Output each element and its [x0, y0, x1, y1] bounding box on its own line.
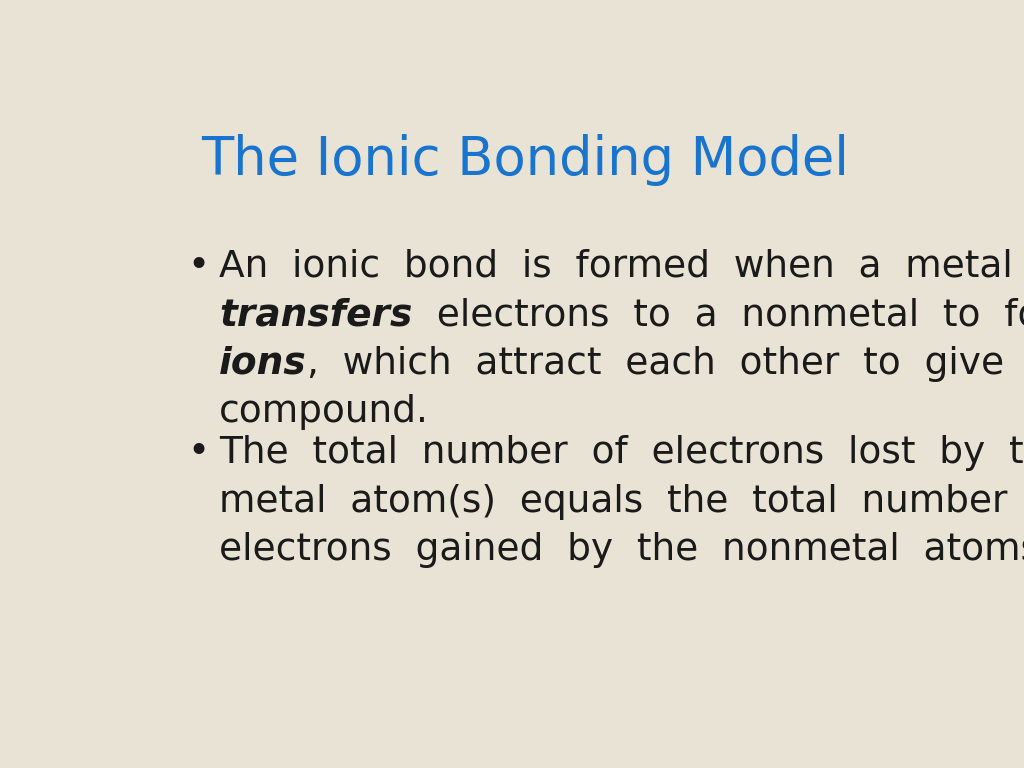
Text: ions: ions — [219, 346, 307, 382]
Text: ,  which  attract  each  other  to  give  a  solid: , which attract each other to give a sol… — [307, 346, 1024, 382]
Text: The Ionic Bonding Model: The Ionic Bonding Model — [201, 134, 849, 186]
Text: •: • — [187, 249, 210, 285]
Text: transfers: transfers — [219, 297, 413, 333]
Text: electrons  gained  by  the  nonmetal  atoms.: electrons gained by the nonmetal atoms. — [219, 532, 1024, 568]
Text: The  total  number  of  electrons  lost  by  the: The total number of electrons lost by th… — [219, 435, 1024, 471]
Text: electrons  to  a  nonmetal  to  form: electrons to a nonmetal to form — [413, 297, 1024, 333]
Text: An  ionic  bond  is  formed  when  a  metal: An ionic bond is formed when a metal — [219, 249, 1013, 285]
Text: metal  atom(s)  equals  the  total  number  of: metal atom(s) equals the total number of — [219, 484, 1024, 520]
Text: •: • — [187, 435, 210, 471]
Text: compound.: compound. — [219, 394, 429, 430]
